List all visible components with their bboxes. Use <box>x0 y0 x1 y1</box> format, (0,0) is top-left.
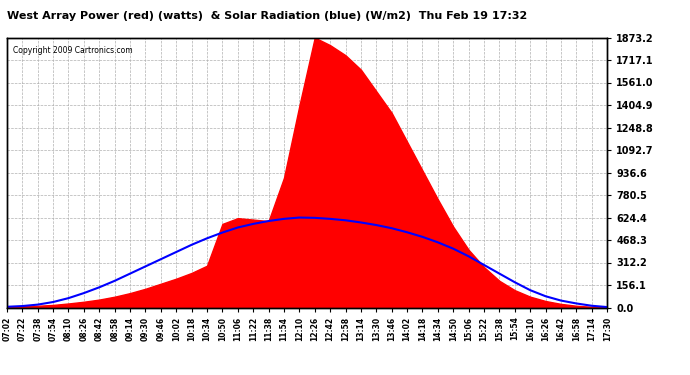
Text: West Array Power (red) (watts)  & Solar Radiation (blue) (W/m2)  Thu Feb 19 17:3: West Array Power (red) (watts) & Solar R… <box>7 11 527 21</box>
Text: Copyright 2009 Cartronics.com: Copyright 2009 Cartronics.com <box>13 46 132 55</box>
